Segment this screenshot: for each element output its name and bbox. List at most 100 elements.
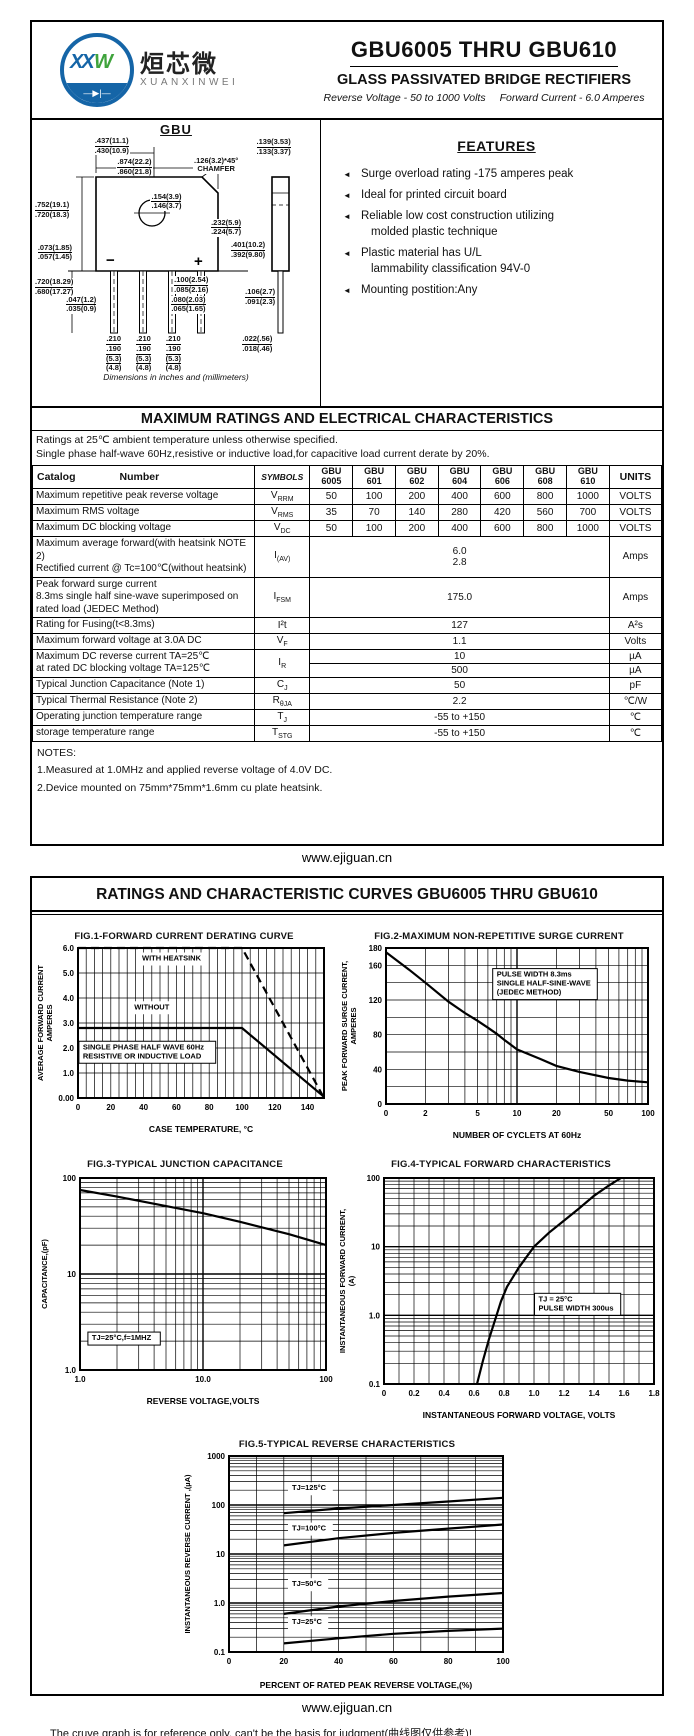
diode-symbol-icon: —▶|— [64, 83, 130, 103]
website-url[interactable]: www.ejiguan.cn [301, 850, 393, 865]
reference-disclaimer: The cruve graph is for reference only, c… [50, 1728, 472, 1736]
svg-text:0: 0 [378, 1100, 383, 1109]
dimension-label: .401(10.2) .392(9.80) [229, 240, 267, 260]
ratings-table: Catalog Number SYMBOLS GBU 6005 GBU 601 GBU 602 G… [32, 465, 663, 742]
table-row: Maximum DC reverse current TA=25℃ at rate… [32, 648, 663, 678]
features-panel: FEATURES ◄ Surge overload rating -175 amp… [321, 120, 662, 406]
dimension-label: .073(1.85) .057(1.45) [36, 242, 74, 262]
svg-text:TJ=125°C: TJ=125°C [292, 1483, 327, 1492]
svg-text:PULSE WIDTH 300us: PULSE WIDTH 300us [539, 1303, 614, 1312]
dimension-label: .210.190 (5.3) (4.8) [105, 334, 123, 373]
svg-text:0.6: 0.6 [468, 1389, 480, 1398]
part-number-header: GBU 610 [565, 465, 610, 490]
table-row: 500 µA [33, 662, 663, 678]
table-row: Typical Junction Capacitance (Note 1) CJ 5… [32, 676, 663, 694]
notes-heading: NOTES: [37, 746, 77, 759]
svg-text:2.0: 2.0 [63, 1044, 75, 1053]
note-1: 1.Measured at 1.0MHz and applied reverse… [37, 764, 333, 777]
svg-text:TJ=25°C,f=1MHZ: TJ=25°C,f=1MHZ [92, 1333, 152, 1342]
svg-text:SINGLE HALF-SINE-WAVE: SINGLE HALF-SINE-WAVE [497, 979, 591, 988]
fig3-typical-junction-capacitance: FIG.3-TYPICAL JUNCTION CAPACITANCE 1.0 10… [34, 1149, 336, 1429]
svg-text:0: 0 [76, 1103, 81, 1112]
svg-text:100: 100 [63, 1174, 77, 1183]
website-url[interactable]: www.ejiguan.cn [301, 1700, 393, 1715]
part-number-title: GBU6005 THRU GBU610 [350, 36, 618, 62]
reverse-voltage-range: Reverse Voltage - 50 to 1000 Volts [323, 91, 486, 104]
dimension-label: .210.190 (5.3) (4.8) [164, 334, 183, 373]
svg-text:140: 140 [301, 1103, 315, 1112]
curves-page-heading: RATINGS AND CHARACTERISTIC CURVES GBU600… [32, 878, 662, 912]
title-block: GBU6005 THRU GBU610 GLASS PASSIVATED BRI… [320, 37, 662, 104]
ratings-tagline: Reverse Voltage - 50 to 1000 Volts Forwa… [320, 92, 648, 104]
features-list: ◄ Surge overload rating -175 amperes peak… [343, 168, 650, 296]
svg-text:CAPACITANCE,(pF): CAPACITANCE,(pF) [40, 1239, 49, 1309]
svg-text:0.4: 0.4 [438, 1389, 450, 1398]
part-number-header: GBU 608 [523, 465, 567, 490]
svg-text:TJ=50°C: TJ=50°C [292, 1579, 322, 1588]
forward-current-rating: Forward Current - 6.0 Amperes [499, 91, 645, 104]
brand-name-en: XUANXINWEI [140, 77, 239, 89]
svg-text:0: 0 [227, 1657, 232, 1666]
svg-text:AVERAGE FORWARD CURRENTAMPERES: AVERAGE FORWARD CURRENTAMPERES [36, 965, 54, 1081]
bullet-icon: ◄ [343, 191, 351, 200]
fig2-title: FIG.2-MAXIMUM NON-REPETITIVE SURGE CURRE… [374, 931, 624, 942]
fig5-chart: 0 20 40 60 80 100 1000 100 10 1.0 0.1 TJ=125°C TJ=10… [177, 1450, 517, 1699]
svg-text:INSTANTANEOUS FORWARD CURRENT,: INSTANTANEOUS FORWARD CURRENT,(A) [338, 1209, 356, 1353]
fig2-max-non-repetitive-surge-current: FIG.2-MAXIMUM NON-REPETITIVE SURGE CURRE… [338, 921, 660, 1149]
svg-text:100: 100 [319, 1375, 333, 1384]
svg-text:0: 0 [384, 1109, 389, 1118]
dimension-label: .154(3.9) .146(3.7) [150, 191, 183, 212]
feature-item: ◄ Surge overload rating -175 amperes peak [343, 168, 574, 180]
table-row: Operating junction temperature range TJ -5… [32, 708, 663, 726]
dimension-label: .047(1.2) .035(0.9) [65, 294, 98, 314]
svg-text:TJ = 25°C: TJ = 25°C [539, 1294, 574, 1303]
svg-text:80: 80 [205, 1103, 214, 1112]
svg-text:1.0: 1.0 [74, 1375, 86, 1384]
svg-text:1.2: 1.2 [558, 1389, 570, 1398]
svg-text:20: 20 [552, 1109, 561, 1118]
table-row: storage temperature range TSTG -55 to +150… [32, 724, 663, 742]
dimension-label: .106(2.7) .091(2.3) [244, 287, 277, 307]
part-number-header: GBU 604 [437, 465, 482, 490]
bullet-icon: ◄ [343, 286, 351, 295]
svg-text:10: 10 [371, 1243, 380, 1252]
device-type-subtitle: GLASS PASSIVATED BRIDGE RECTIFIERS [336, 71, 632, 88]
dimension-labels: .437(11.1) .430(10.9) .874(22.2) .860(21.8)… [34, 136, 318, 385]
fig3-title: FIG.3-TYPICAL JUNCTION CAPACITANCE [87, 1159, 283, 1170]
table-row: Maximum average forward(with heatsink NO… [32, 536, 663, 578]
svg-text:1.0: 1.0 [63, 1069, 75, 1078]
bullet-icon: ◄ [343, 249, 351, 258]
svg-text:4.0: 4.0 [63, 994, 75, 1003]
svg-text:0.1: 0.1 [369, 1380, 381, 1389]
svg-text:−: − [106, 252, 115, 269]
svg-text:40: 40 [139, 1103, 148, 1112]
dimension-label: .720(18.29) .680(17.27) [34, 277, 75, 297]
bullet-icon: ◄ [343, 170, 351, 179]
svg-text:PERCENT OF RATED PEAK REVERSE: PERCENT OF RATED PEAK REVERSE VOLTAGE,(%… [260, 1680, 473, 1690]
svg-text:40: 40 [373, 1065, 382, 1074]
svg-text:5.0: 5.0 [63, 969, 75, 978]
svg-text:120: 120 [369, 996, 383, 1005]
logo-monogram-xx: XX [70, 51, 95, 73]
fig1-forward-current-derating-curve: FIG.1-FORWARD CURRENT DERATING CURVE 0 20… [34, 921, 334, 1149]
bullet-icon: ◄ [343, 212, 351, 221]
table-row: Rating for Fusing(t<8.3ms) I²t 127 A²s [32, 617, 663, 634]
logo-mark-icon: XX W —▶|— [60, 33, 134, 107]
svg-text:10: 10 [513, 1109, 522, 1118]
svg-text:0: 0 [382, 1389, 387, 1398]
svg-text:INSTANTANEOUS REVERSE CURRENT: INSTANTANEOUS REVERSE CURRENT ,(µA) [183, 1474, 192, 1634]
dimension-label: .022(.56) .018(.46) [241, 334, 274, 354]
svg-text:10: 10 [216, 1550, 225, 1559]
svg-text:1000: 1000 [207, 1452, 225, 1461]
svg-text:WITHOUT: WITHOUT [134, 1002, 169, 1011]
fig3-chart: 1.0 10.0 100 100 10 1.0 TJ=25°C,f=1MHZ REVERSE … [34, 1170, 336, 1415]
units-header: UNITS [608, 465, 663, 490]
title-rule [350, 65, 618, 67]
dimension-label: .126(3.2)*45° CHAMFER [193, 155, 240, 175]
svg-text:80: 80 [444, 1657, 453, 1666]
notes-block: NOTES: 1.Measured at 1.0MHz and applied … [32, 742, 662, 802]
fig4-title: FIG.4-TYPICAL FORWARD CHARACTERISTICS [391, 1159, 611, 1170]
svg-text:20: 20 [106, 1103, 115, 1112]
svg-text:160: 160 [369, 961, 383, 970]
package-name: GBU [160, 122, 192, 137]
